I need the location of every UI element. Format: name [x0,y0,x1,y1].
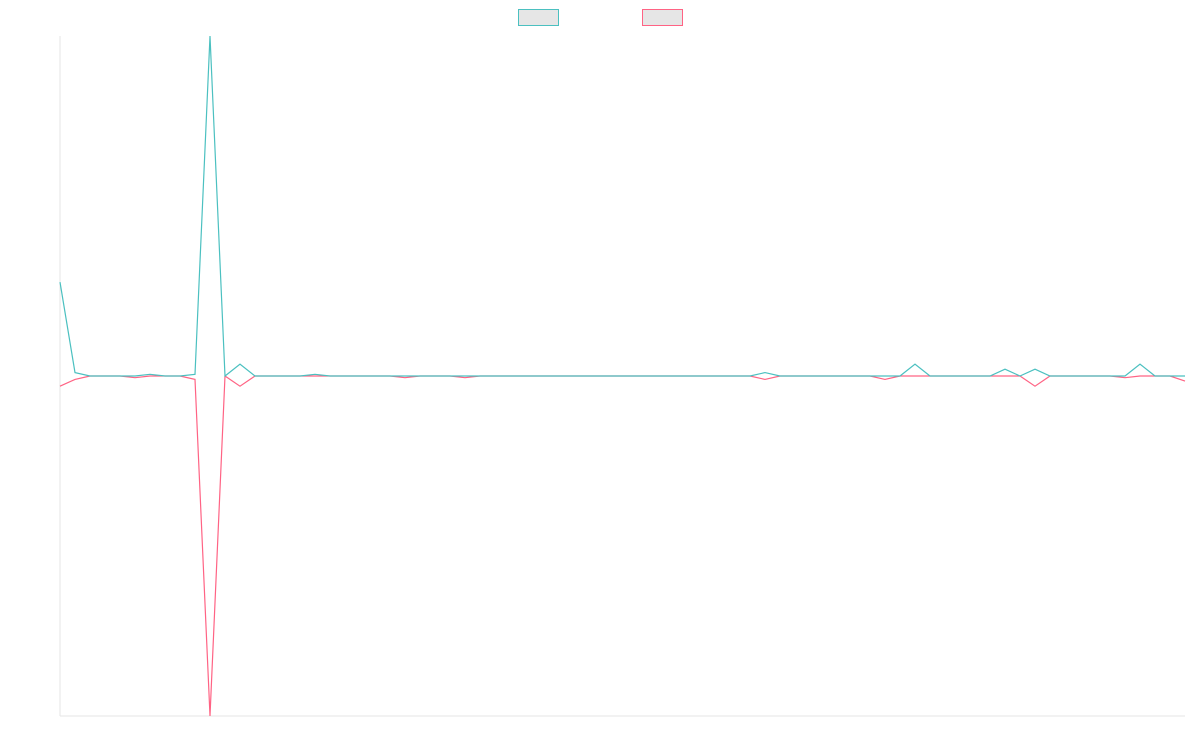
legend-swatch[interactable] [518,9,559,26]
legend-swatch[interactable] [642,9,683,26]
line-series [59,35,1185,378]
line-series [59,374,1186,717]
